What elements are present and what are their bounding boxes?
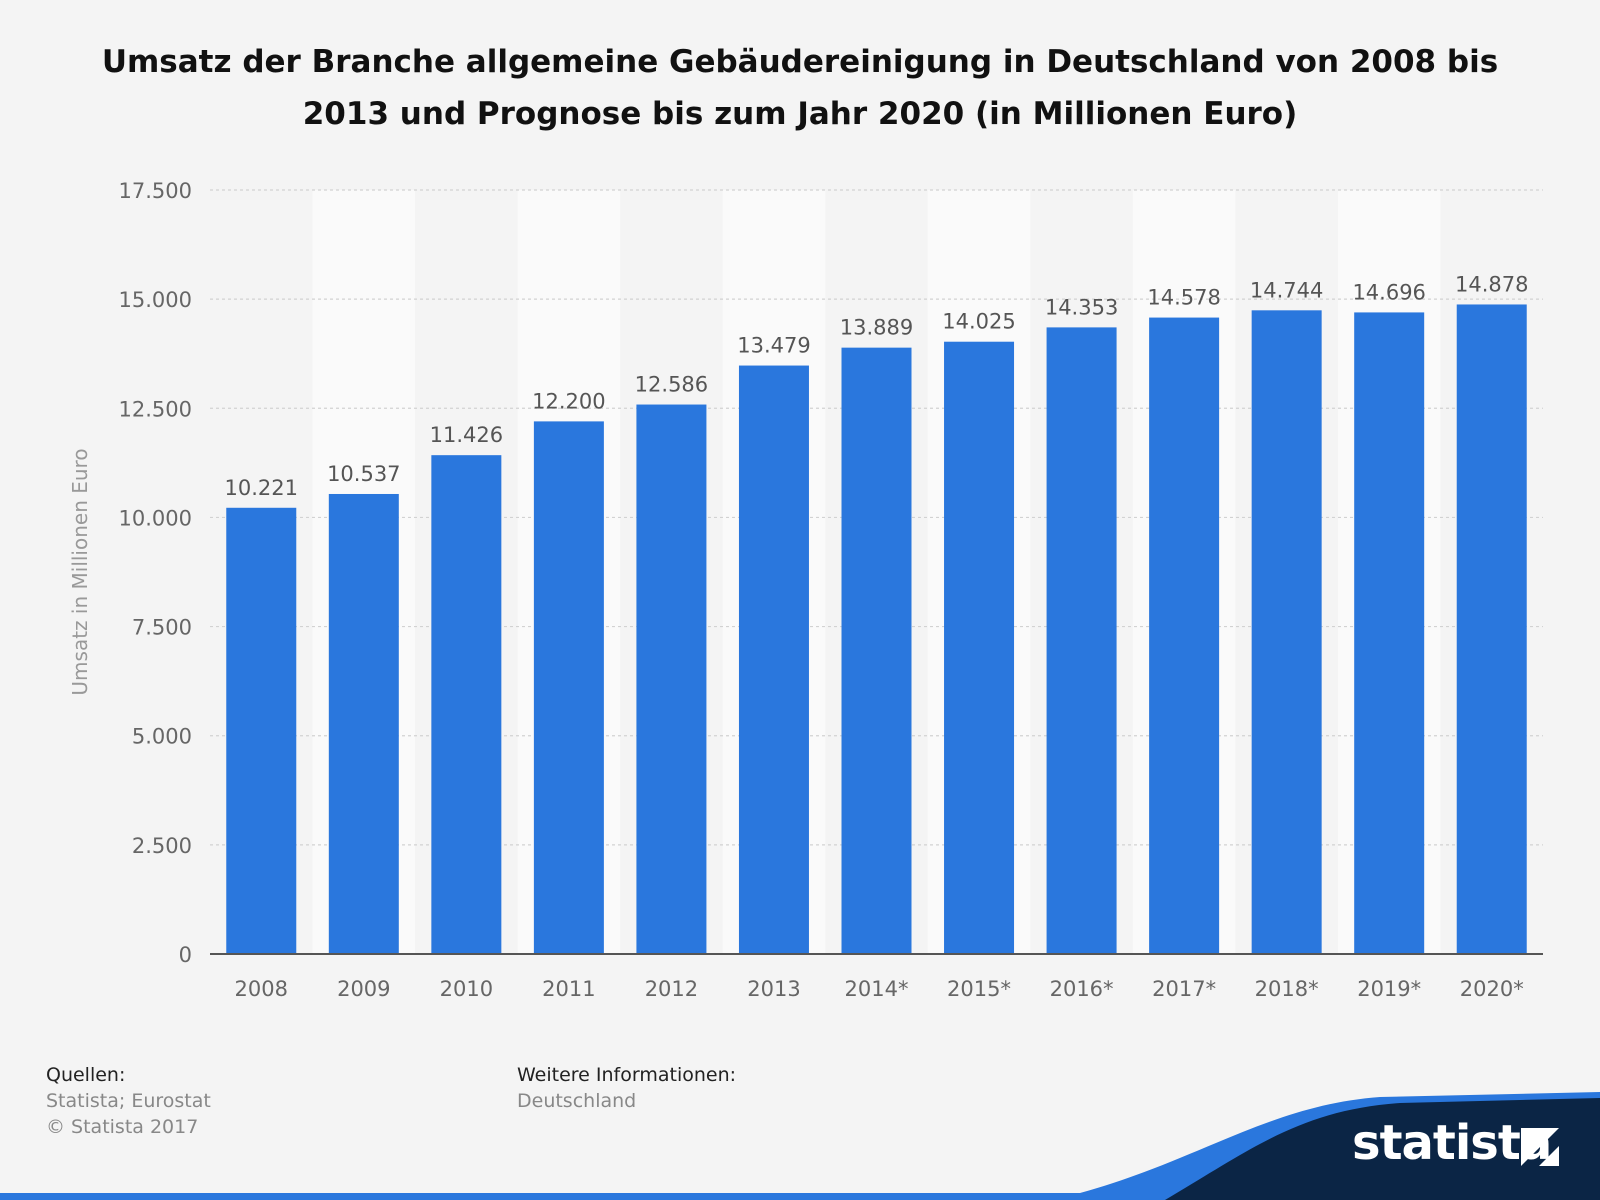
- data-label: 14.878: [1455, 272, 1528, 296]
- bar: [1149, 317, 1220, 954]
- y-tick-label: 2.500: [132, 834, 192, 858]
- data-label: 14.025: [942, 310, 1015, 334]
- data-label: 10.537: [327, 462, 400, 486]
- y-axis-label: Umsatz in Millionen Euro: [68, 448, 92, 695]
- x-tick-label: 2019*: [1357, 977, 1421, 1001]
- chart-title-line-2: 2013 und Prognose bis zum Jahr 2020 (in …: [302, 96, 1298, 132]
- bar: [328, 493, 399, 954]
- data-label: 12.200: [532, 389, 605, 413]
- y-tick-label: 7.500: [132, 616, 192, 640]
- y-tick-label: 15.000: [119, 288, 192, 312]
- chart-title-line-1: Umsatz der Branche allgemeine Gebäuderei…: [101, 44, 1499, 80]
- bar: [636, 404, 707, 954]
- data-label: 13.479: [737, 334, 810, 358]
- x-tick-label: 2011: [542, 977, 595, 1001]
- sources-block: Quellen: Statista; Eurostat © Statista 2…: [46, 1062, 211, 1140]
- x-tick-label: 2020*: [1460, 977, 1524, 1001]
- x-tick-label: 2008: [235, 977, 288, 1001]
- y-tick-label: 5.000: [132, 725, 192, 749]
- bar: [431, 455, 502, 954]
- x-tick-label: 2013: [747, 977, 800, 1001]
- bar: [944, 341, 1015, 954]
- sources-line-2: © Statista 2017: [46, 1116, 199, 1138]
- sources-line-1: Statista; Eurostat: [46, 1090, 211, 1112]
- info-heading: Weitere Informationen:: [517, 1064, 737, 1086]
- bar: [1251, 310, 1322, 954]
- x-tick-label: 2012: [645, 977, 698, 1001]
- x-tick-label: 2009: [337, 977, 390, 1001]
- x-tick-label: 2010: [440, 977, 493, 1001]
- x-tick-label: 2017*: [1152, 977, 1216, 1001]
- y-tick-label: 12.500: [119, 397, 192, 421]
- x-tick-label: 2015*: [947, 977, 1011, 1001]
- info-text: Deutschland: [517, 1090, 637, 1112]
- data-label: 14.578: [1147, 286, 1220, 310]
- info-block: Weitere Informationen: Deutschland: [517, 1062, 736, 1114]
- statista-logo-text: statista: [1352, 1115, 1552, 1171]
- x-tick-label: 2016*: [1050, 977, 1114, 1001]
- y-tick-label: 10.000: [119, 506, 192, 530]
- data-label: 14.696: [1352, 280, 1425, 304]
- data-label: 11.426: [430, 423, 503, 447]
- brand-wave-dark: [1165, 1098, 1600, 1200]
- data-label: 14.744: [1250, 278, 1323, 302]
- data-label: 14.353: [1045, 295, 1118, 319]
- bar: [841, 347, 912, 954]
- x-tick-label: 2018*: [1255, 977, 1319, 1001]
- data-label: 12.586: [635, 373, 708, 397]
- y-tick-label: 17.500: [119, 179, 192, 203]
- x-tick-label: 2014*: [845, 977, 909, 1001]
- statista-logo-icon: [1521, 1128, 1559, 1166]
- sources-heading: Quellen:: [46, 1064, 126, 1086]
- bar: [1046, 327, 1117, 954]
- brand-wave-accent: [0, 1092, 1600, 1200]
- y-tick-label: 0: [179, 943, 192, 967]
- bar-chart: 0 2.500 5.000 7.500 10.000 12.500 15.000 17.500…: [68, 179, 1543, 1001]
- data-label: 13.889: [840, 316, 913, 340]
- bar: [226, 507, 297, 954]
- bar: [738, 365, 809, 954]
- bar: [533, 421, 604, 955]
- bar: [1456, 304, 1527, 955]
- bar: [1354, 312, 1425, 954]
- data-label: 10.221: [225, 476, 298, 500]
- chart-title: Umsatz der Branche allgemeine Gebäuderei…: [20, 36, 1580, 140]
